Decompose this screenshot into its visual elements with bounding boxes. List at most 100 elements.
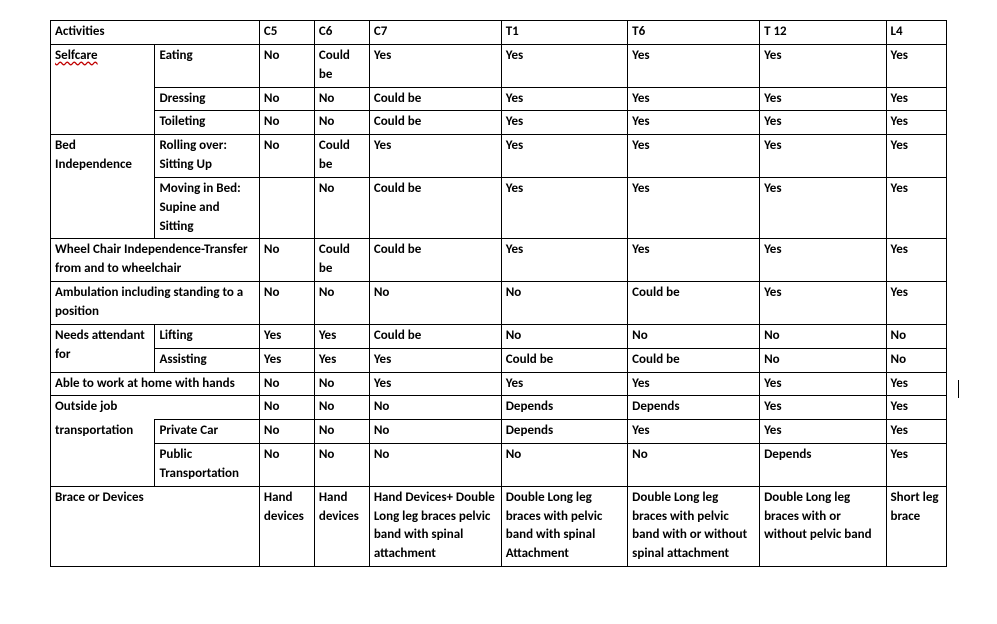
table-row: Wheel Chair Independence-Transfer from a… — [51, 239, 947, 282]
cell: Yes — [886, 111, 947, 135]
cell: Could be — [369, 324, 501, 348]
table-row: Public Transportation No No No No No Dep… — [51, 444, 947, 487]
cell: No — [259, 282, 314, 325]
cell: Yes — [760, 396, 886, 420]
sub-eating: Eating — [155, 44, 259, 87]
cell: No — [314, 372, 369, 396]
cell: Depends — [628, 396, 760, 420]
header-c6: C6 — [314, 21, 369, 45]
cell: Yes — [369, 348, 501, 372]
cell: Hand devices — [314, 486, 369, 566]
cell: Depends — [760, 444, 886, 487]
cell: No — [886, 348, 947, 372]
cell: No — [314, 396, 369, 420]
cell: No — [314, 177, 369, 239]
cell: Could be — [314, 239, 369, 282]
group-outside: Outside job — [51, 396, 260, 420]
cell: Yes — [628, 44, 760, 87]
cell: Double Long leg braces with pelvic band … — [628, 486, 760, 566]
cell — [259, 177, 314, 239]
cell: Yes — [628, 177, 760, 239]
cell: Yes — [886, 444, 947, 487]
cell: Could be — [314, 135, 369, 178]
cell: Yes — [886, 372, 947, 396]
sub-moving: Moving in Bed: Supine and Sitting — [155, 177, 259, 239]
cell: Yes — [259, 324, 314, 348]
table-row: Ambulation including standing to a posit… — [51, 282, 947, 325]
cell: Could be — [369, 111, 501, 135]
cell: Yes — [259, 348, 314, 372]
sub-dressing: Dressing — [155, 87, 259, 111]
cell: Yes — [628, 239, 760, 282]
table-row: Needs attendant for Lifting Yes Yes Coul… — [51, 324, 947, 348]
cell: Hand devices — [259, 486, 314, 566]
cell: No — [259, 135, 314, 178]
sub-toileting: Toileting — [155, 111, 259, 135]
cell: No — [314, 282, 369, 325]
cell: Double Long leg braces with or without p… — [760, 486, 886, 566]
cell: Yes — [369, 44, 501, 87]
cell: No — [628, 324, 760, 348]
cell: Hand Devices+ Double Long leg braces pel… — [369, 486, 501, 566]
header-t6: T6 — [628, 21, 760, 45]
cell: Yes — [886, 135, 947, 178]
header-t1: T1 — [501, 21, 627, 45]
group-selfcare: Selfcare — [51, 44, 155, 134]
table-row: Outside job No No No Depends Depends Yes… — [51, 396, 947, 420]
table-row: Able to work at home with hands No No Ye… — [51, 372, 947, 396]
cell: Yes — [886, 239, 947, 282]
activities-table: Activities C5 C6 C7 T1 T6 T 12 L4 Selfca… — [50, 20, 947, 567]
cell: Yes — [628, 135, 760, 178]
cell: No — [760, 324, 886, 348]
cell: Yes — [886, 420, 947, 444]
cell: No — [369, 282, 501, 325]
table-row: Moving in Bed: Supine and Sitting No Cou… — [51, 177, 947, 239]
table-row: Toileting No No Could be Yes Yes Yes Yes — [51, 111, 947, 135]
cell: No — [314, 420, 369, 444]
cell: Yes — [314, 348, 369, 372]
cell: Yes — [501, 372, 627, 396]
cell: Could be — [628, 282, 760, 325]
header-l4: L4 — [886, 21, 947, 45]
cell: No — [501, 324, 627, 348]
cell: Yes — [760, 282, 886, 325]
cell: No — [259, 111, 314, 135]
group-wheelchair: Wheel Chair Independence-Transfer from a… — [51, 239, 260, 282]
cell: Yes — [886, 396, 947, 420]
cell: No — [259, 372, 314, 396]
cell: Could be — [628, 348, 760, 372]
group-brace: Brace or Devices — [51, 486, 260, 566]
cell: Yes — [886, 177, 947, 239]
cell: Could be — [369, 177, 501, 239]
table-row: Bed Independence Rolling over: Sitting U… — [51, 135, 947, 178]
sub-privatecar: Private Car — [155, 420, 259, 444]
text-cursor — [958, 380, 959, 398]
header-row: Activities C5 C6 C7 T1 T6 T 12 L4 — [51, 21, 947, 45]
cell: No — [369, 396, 501, 420]
cell: No — [501, 444, 627, 487]
cell: Depends — [501, 396, 627, 420]
cell: Short leg brace — [886, 486, 947, 566]
group-needs: Needs attendant for — [51, 324, 155, 372]
cell: No — [314, 111, 369, 135]
cell: Yes — [760, 372, 886, 396]
cell: Yes — [886, 44, 947, 87]
cell: Double Long leg braces with pelvic band … — [501, 486, 627, 566]
cell: Yes — [501, 177, 627, 239]
sub-publictrans: Public Transportation — [155, 444, 259, 487]
cell: Yes — [760, 44, 886, 87]
cell: Could be — [369, 87, 501, 111]
cell: Yes — [501, 44, 627, 87]
cell: Yes — [369, 135, 501, 178]
cell: Yes — [628, 111, 760, 135]
cell: No — [259, 444, 314, 487]
cell: Yes — [501, 87, 627, 111]
group-ambulation: Ambulation including standing to a posit… — [51, 282, 260, 325]
cell: No — [259, 239, 314, 282]
cell: Yes — [369, 372, 501, 396]
group-homework: Able to work at home with hands — [51, 372, 260, 396]
cell: Yes — [760, 239, 886, 282]
cell: No — [628, 444, 760, 487]
group-bed: Bed Independence — [51, 135, 155, 239]
table-row: Assisting Yes Yes Yes Could be Could be … — [51, 348, 947, 372]
